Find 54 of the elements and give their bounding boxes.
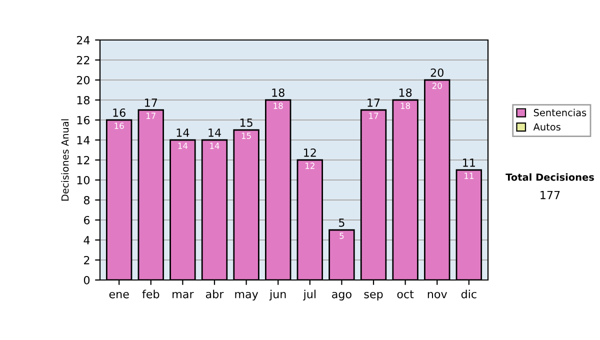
x-tick-label: mar [172,292,194,298]
data-label: 16 [114,122,124,129]
total-label: 14 [176,128,190,137]
data-label: 11 [464,172,474,179]
x-tick-label: sep [364,292,383,300]
data-label: 18 [400,102,410,109]
y-tick-label: 24 [76,36,90,44]
x-tick-label: ago [332,292,352,300]
legend-label: Sentencias [534,108,586,116]
x-tick-label: nov [428,292,447,298]
data-label: 14 [210,142,220,149]
data-label: 20 [432,82,442,89]
y-tick-label: 16 [77,116,90,124]
data-label: 18 [274,102,283,109]
y-tick-label: 10 [77,176,90,184]
total-label: 17 [368,98,380,107]
y-tick-label: 4 [84,236,90,244]
y-tick-label: 2 [84,256,90,264]
legend-label: Autos [533,123,560,131]
x-tick-label: jul [303,290,316,300]
total-label: 17 [145,98,158,107]
y-tick-label: 8 [84,196,90,204]
total-label: 20 [430,68,444,77]
x-tick-label: abr [206,290,224,298]
total-label: 18 [399,88,412,97]
total-label: 14 [208,128,221,137]
data-label: 17 [369,112,378,119]
y-tick-label: 14 [77,136,90,144]
total-label: 15 [240,118,252,127]
x-tick-label: feb [142,290,160,298]
total-label: 16 [113,108,126,117]
y-tick-label: 6 [84,216,90,224]
y-tick-label: 20 [76,76,90,84]
text: 177 [540,190,560,200]
y-tick-label: 0 [84,276,90,284]
x-tick-label: jun [269,290,286,300]
text: Total Decisiones [506,173,594,181]
data-label: 5 [340,232,344,239]
data-label: 15 [242,132,251,139]
data-label: 14 [178,142,188,149]
total-label: 18 [272,88,284,97]
y-tick-label: 18 [77,96,90,104]
y-axis-title: Decisiones Anual [61,119,69,201]
x-tick-label: dic [461,290,476,298]
x-tick-label: may [235,292,258,300]
total-label: 11 [463,158,475,167]
y-tick-label: 12 [77,156,90,164]
x-tick-label: oct [397,290,414,298]
total-label: 5 [339,218,344,227]
x-tick-label: ene [109,292,129,298]
data-label: 12 [306,162,314,169]
y-tick-label: 22 [76,56,90,64]
data-label: 17 [146,112,156,119]
total-label: 12 [304,148,316,157]
